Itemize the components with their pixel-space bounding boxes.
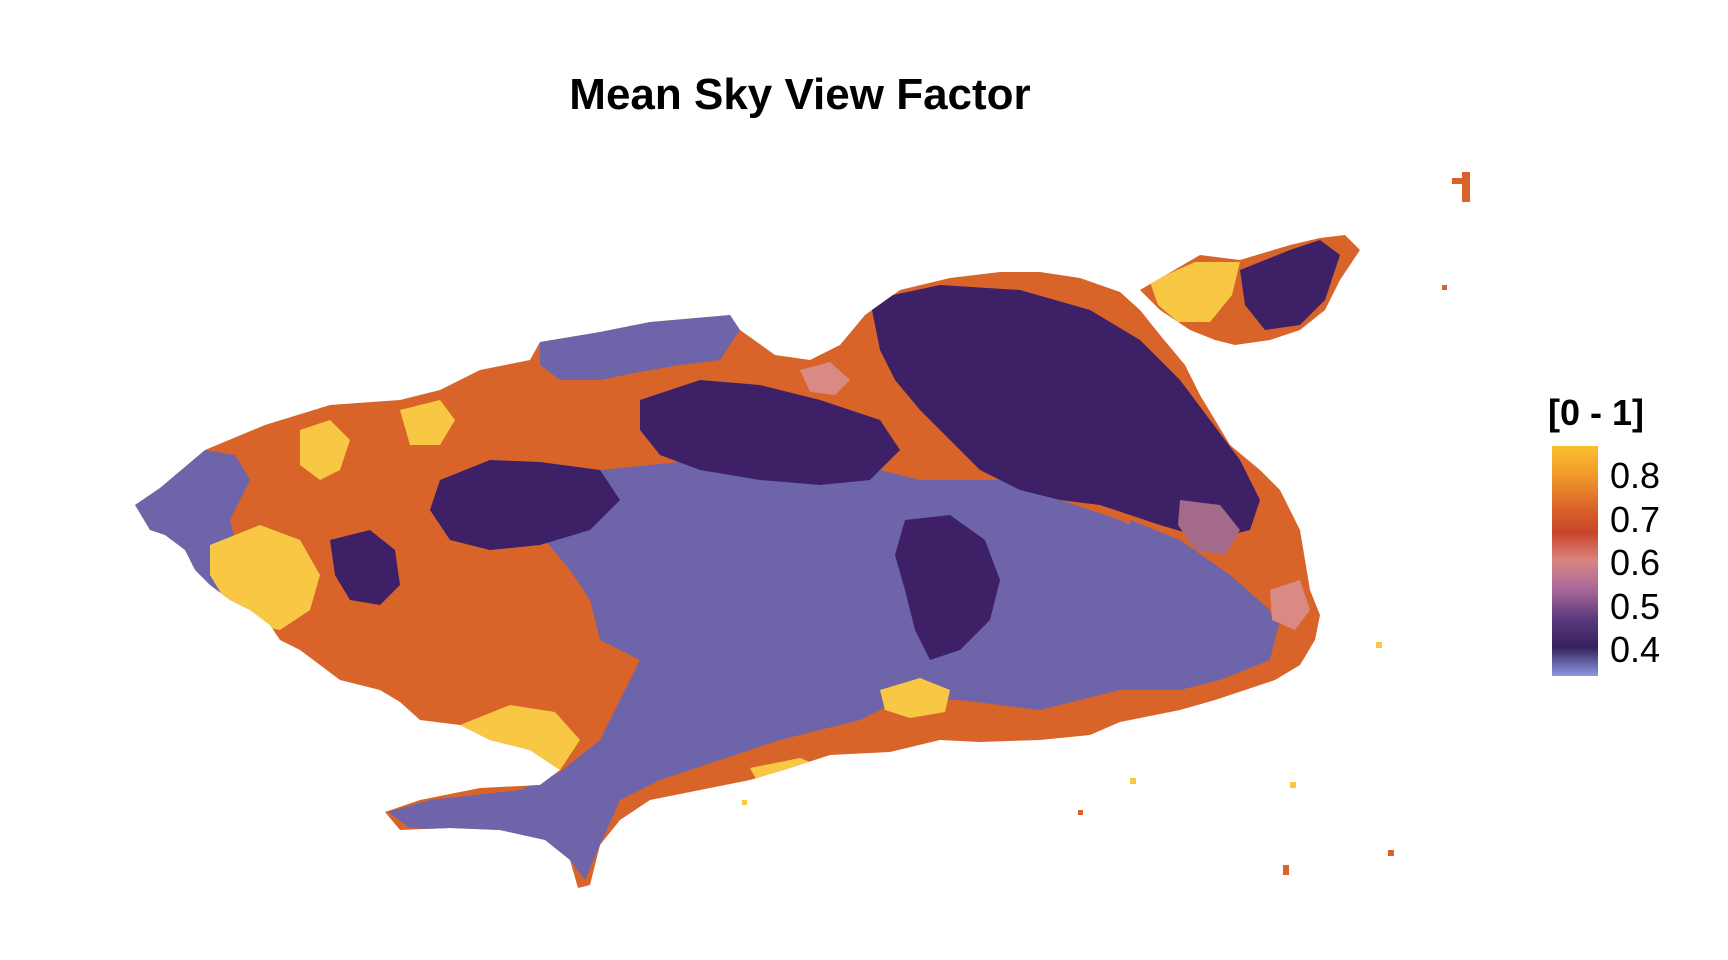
east-mauve-patch: [1178, 500, 1240, 555]
legend-label: 0.4: [1610, 628, 1661, 670]
legend-tick: [1598, 562, 1604, 565]
far-east-blue-region: [1130, 520, 1270, 660]
legend-label: 0.6: [1610, 542, 1661, 584]
map-title: Mean Sky View Factor: [569, 70, 1031, 119]
northwest-blue-region: [540, 315, 740, 380]
massif-east-dark: [870, 285, 1260, 540]
west-dark-patch: [330, 530, 400, 605]
lowland-blue-region: [388, 460, 1280, 880]
east-pink-patch: [1270, 580, 1310, 630]
northeast-dark-patch: [1240, 240, 1340, 330]
tijuca-dark-south: [895, 515, 1000, 660]
legend-title: [0 - 1]: [1548, 392, 1645, 433]
legend-tick: [1598, 475, 1604, 478]
massif-center-dark: [640, 380, 900, 485]
legend-label: 0.5: [1610, 585, 1661, 627]
east-yellow-patch: [1150, 262, 1240, 322]
small-yellow-islands: [742, 642, 1382, 805]
scattered-islands: [1078, 172, 1470, 875]
north-pink-patch: [800, 362, 850, 395]
massif-west-dark: [430, 460, 620, 550]
legend-tick: [1598, 518, 1604, 521]
center-yellow-patch: [880, 678, 950, 718]
legend-label: 0.7: [1610, 498, 1661, 540]
legend-tick: [1598, 605, 1604, 608]
legend-tick: [1598, 648, 1604, 651]
north-yellow-patch: [400, 400, 455, 445]
west-yellow-patch: [210, 525, 320, 630]
northwest-yellow-patch: [300, 420, 350, 480]
legend-label: 0.8: [1610, 455, 1661, 497]
legend-colorbar: [1552, 446, 1598, 676]
